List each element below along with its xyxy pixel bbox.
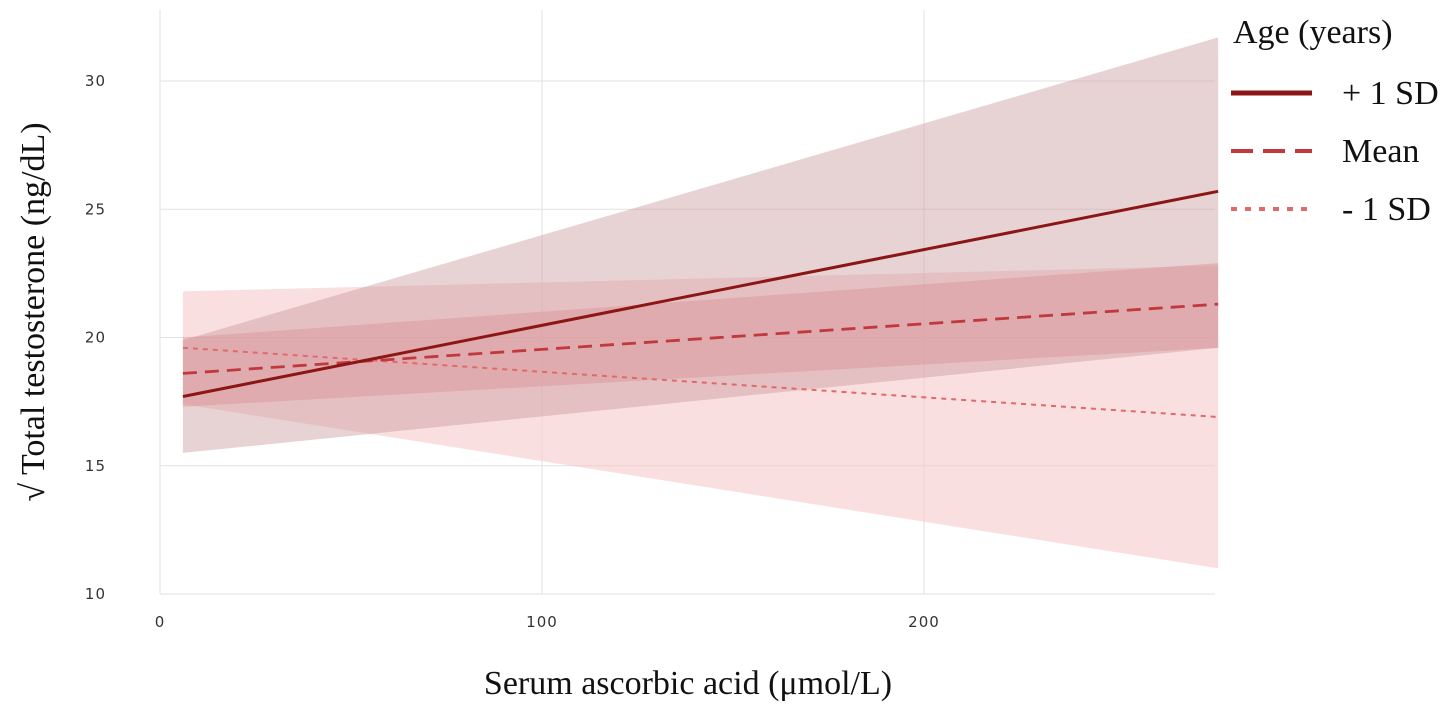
- ci-band: [182, 263, 1219, 407]
- y-tick-labels: 10 15 20 25 30: [85, 72, 106, 603]
- y-tick-label: 30: [85, 72, 106, 90]
- legend-label: + 1 SD: [1342, 75, 1439, 112]
- y-axis-title: √ Total testosterone (ng/dL): [15, 122, 52, 501]
- series-line: [182, 302, 1219, 375]
- x-tick-labels: 0 100 200: [155, 613, 940, 631]
- legend-title: Age (years): [1233, 14, 1393, 51]
- y-tick-label: 25: [85, 200, 106, 218]
- legend: Age (years) + 1 SD Mean - 1 SD: [1231, 14, 1439, 228]
- series-line: [182, 189, 1219, 398]
- legend-label: Mean: [1342, 133, 1419, 170]
- series-line: [182, 346, 1219, 419]
- ci-band: [182, 37, 1219, 453]
- x-tick-label: 100: [526, 613, 558, 631]
- y-tick-label: 10: [85, 585, 106, 603]
- ci-band: [182, 265, 1219, 569]
- x-axis-title: Serum ascorbic acid (μmol/L): [484, 665, 892, 702]
- legend-label: - 1 SD: [1342, 191, 1431, 228]
- x-tick-label: 0: [155, 613, 166, 631]
- confidence-bands: [182, 37, 1219, 569]
- y-tick-label: 15: [85, 457, 106, 475]
- y-tick-label: 20: [85, 329, 106, 347]
- series-lines: [182, 189, 1219, 419]
- x-tick-label: 200: [908, 613, 940, 631]
